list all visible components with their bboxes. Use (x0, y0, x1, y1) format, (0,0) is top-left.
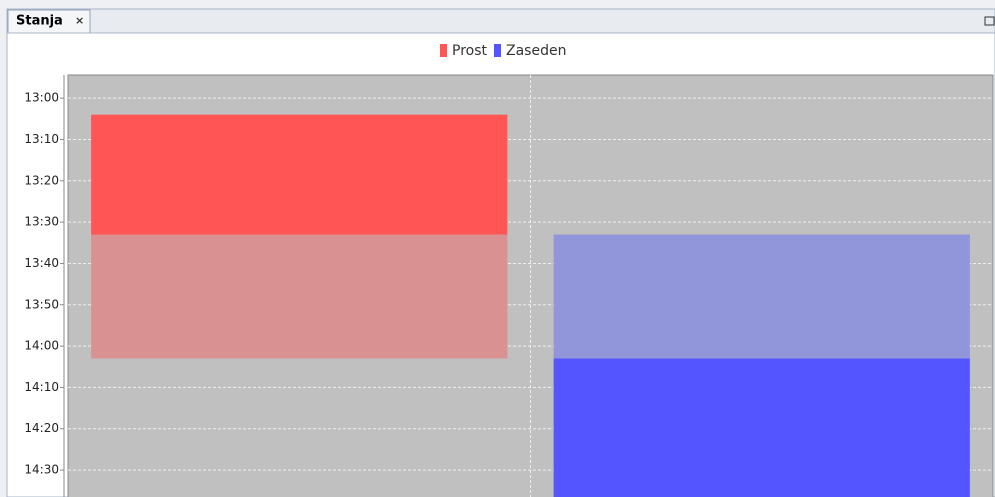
bar (553, 358, 970, 497)
y-tick-label: 13:40 (24, 256, 59, 270)
legend-label: Prost (452, 43, 488, 59)
legend-label: Zaseden (506, 43, 566, 59)
y-tick-label: 13:10 (24, 132, 59, 146)
bar (91, 114, 508, 235)
tab-title[interactable]: Stanja (16, 14, 63, 29)
y-tick-label: 14:10 (24, 380, 59, 394)
pending-bar (553, 234, 970, 359)
y-tick-label: 14:20 (24, 421, 59, 435)
y-tick-label: 13:50 (24, 297, 59, 311)
y-tick-label: 13:00 (24, 91, 59, 105)
legend-swatch (440, 44, 447, 57)
y-tick-label: 14:30 (24, 463, 59, 477)
y-tick-label: 14:00 (24, 339, 59, 353)
legend-swatch (494, 44, 501, 57)
tab-close[interactable]: × (75, 14, 84, 27)
y-tick-label: 13:20 (24, 173, 59, 187)
pending-bar (91, 234, 508, 359)
y-tick-label: 13:30 (24, 215, 59, 229)
tab[interactable] (7, 9, 91, 35)
chart: Prost Zaseden 13:00 13:10 13:20 13:30 13:40 13:… (24, 43, 994, 497)
tab-bar (6, 8, 995, 34)
minimize-button[interactable] (984, 16, 995, 26)
